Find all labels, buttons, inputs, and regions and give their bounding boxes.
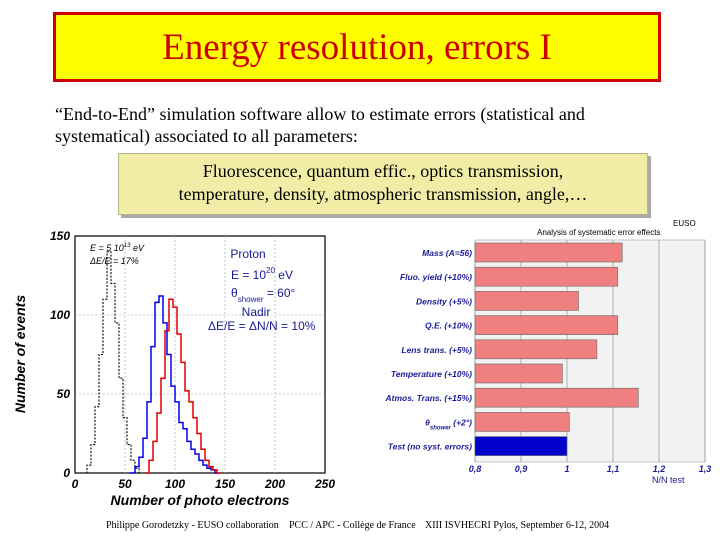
bars-x-tick-label: 1 [564,464,569,474]
intro-line-2: systematical) associated to all paramete… [55,126,358,146]
intro-line-1: “End-to-End” simulation software allow t… [55,104,585,124]
bars-x-tick-label: 0,8 [469,464,482,474]
systematic-error-chart: EUSO Analysis of systematic error effect… [384,219,712,485]
bar-5 [474,363,563,384]
hist-y-tick-label: 100 [50,308,70,322]
footer-institute: PCC / APC - Collège de France [289,520,416,531]
hist-x-tick-label: 200 [264,477,285,491]
hist-annotation-energy-low: E = 5 1013 eV [90,243,145,253]
bar-category-label: Atmos. Trans. (+15%) [384,393,472,403]
bars-header-title: EUSO [673,219,696,228]
bar-2 [474,291,579,311]
bar-category-label: Q.E. (+10%) [425,321,472,331]
hist-annotation-resolution-low: ΔE/E = 17% [89,256,139,266]
hist-annotation-angle: θshower = 60° [231,286,296,304]
factors-box: Fluorescence, quantum effic., optics tra… [118,153,648,215]
slide-title: Energy resolution, errors I [162,26,552,68]
hist-x-tick-label: 150 [215,477,235,491]
bar-category-label: Temperature (+10%) [391,369,472,379]
bar-category-label: Test (no syst. errors) [388,442,472,452]
bar-4 [474,339,598,360]
hist-y-tick-label: 150 [50,229,70,243]
bars-x-tick-label: 0,9 [515,464,528,474]
bar-3 [474,315,618,335]
title-box: Energy resolution, errors I [53,12,661,82]
factors-line-1: Fluorescence, quantum effic., optics tra… [202,161,564,181]
bar-7 [474,412,570,432]
bar-category-label: Density (+5%) [416,296,472,306]
bars-x-tick-label: 1,2 [653,464,666,474]
bar-category-label: Fluo. yield (+10%) [400,272,472,282]
bar-category-label: Lens trans. (+5%) [401,345,472,355]
hist-annotation-particle: Proton [230,247,265,261]
hist-xlabel: Number of photo electrons [111,492,290,508]
hist-ylabel: Number of events [12,295,28,413]
hist-series-1 [130,295,219,474]
bars-xlabel: N/N test [652,475,685,485]
hist-x-tick-label: 50 [118,477,132,491]
bars-x-tick-label: 1,3 [699,464,712,474]
intro-text: “End-to-End” simulation software allow t… [55,103,695,147]
hist-x-tick-label: 100 [165,477,185,491]
bar-6 [474,387,639,408]
hist-series-0 [83,251,143,474]
footer-conference: XIII ISVHECRI Pylos, September 6-12, 200… [425,520,610,531]
hist-series-2 [145,298,221,474]
bar-0 [474,242,623,263]
hist-plot-frame [74,235,326,474]
hist-annotation-resolution: ΔE/E = ΔN/N = 10% [208,319,316,333]
factors-line-2: temperature, density, atmospheric transm… [178,184,588,204]
bar-1 [474,266,618,287]
bars-header-subtitle: Analysis of systematic error effects [537,228,660,237]
hist-annotation-energy: E = 1020 eV [231,266,293,282]
hist-y-tick-label: 0 [63,466,70,480]
bar-8 [474,436,568,456]
hist-x-tick-label: 250 [314,477,335,491]
hist-annotation-direction: Nadir [242,305,271,319]
bars-x-tick-label: 1,1 [607,464,620,474]
hist-y-tick-label: 50 [57,387,71,401]
hist-x-tick-label: 0 [72,477,79,491]
bar-category-label: Mass (A=56) [422,248,472,258]
photo-electron-histogram: 0 50 100 150 200 250 0 50 100 150 Number of event… [12,229,335,508]
bar-category-label: θshower (+2°) [425,417,472,431]
footer-author: Philippe Gorodetzky - EUSO collaboration [106,520,279,531]
